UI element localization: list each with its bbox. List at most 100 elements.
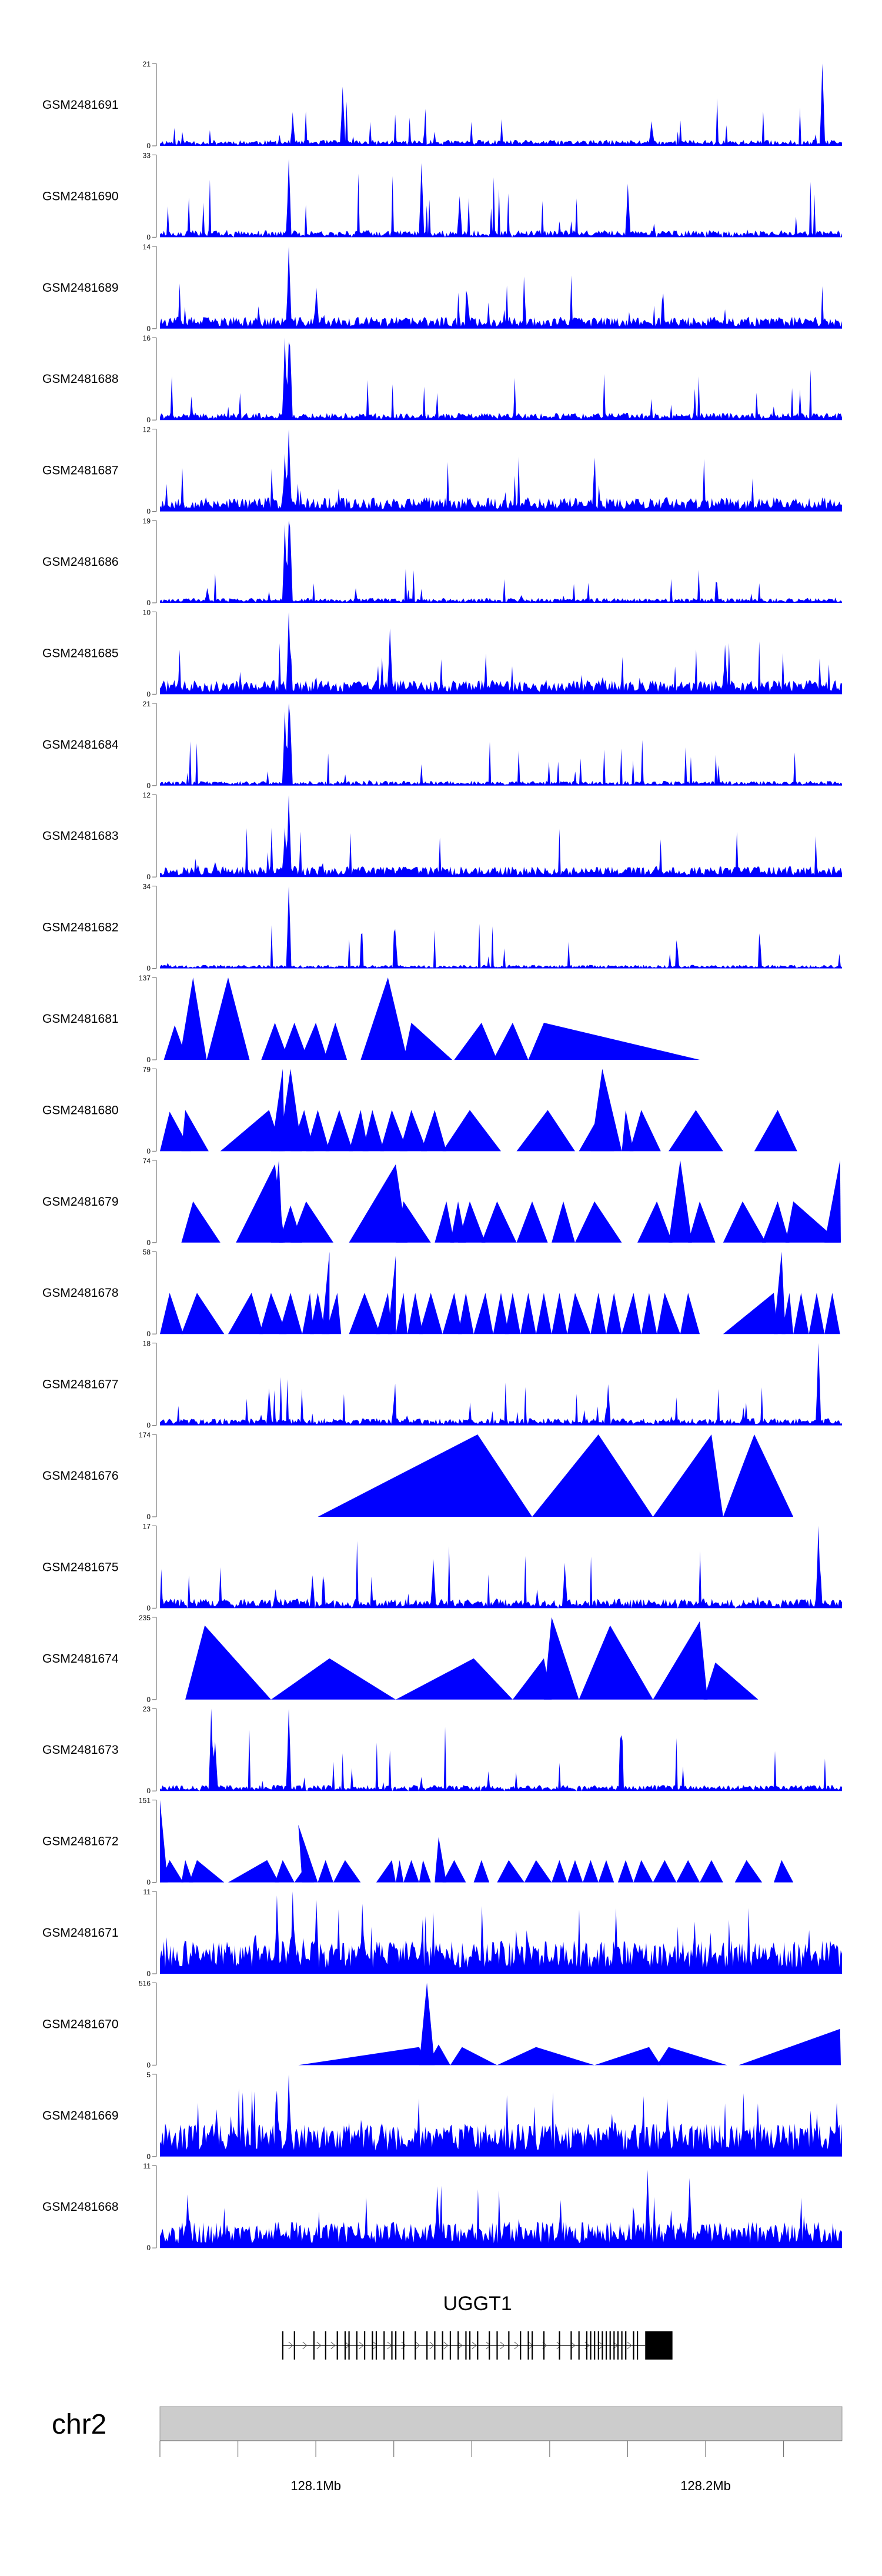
track-label: GSM2481670	[42, 2017, 119, 2031]
coverage-peak	[270, 1160, 283, 1243]
coverage-peak	[653, 1860, 677, 1883]
coverage-peak	[411, 1035, 437, 1060]
coverage-signal	[160, 886, 842, 969]
track-y-axis: 12 0	[143, 426, 157, 516]
coverage-peak	[396, 1201, 431, 1243]
y-axis-max-label: 74	[143, 1157, 151, 1165]
coverage-peak	[497, 2047, 595, 2066]
gene-exon	[621, 2331, 623, 2360]
track-y-axis: 235 0	[139, 1614, 157, 1704]
gene-name-label: UGGT1	[443, 2293, 512, 2315]
coverage-peak	[419, 1293, 443, 1334]
track-label: GSM2481677	[42, 1378, 119, 1392]
track-GSM2481678: GSM2481678 58 0	[42, 1248, 840, 1338]
track-label: GSM2481673	[42, 1743, 119, 1757]
coverage-peak	[590, 1069, 622, 1152]
coverage-peak	[703, 1662, 759, 1700]
coverage-peak	[396, 1293, 407, 1334]
y-axis-min-label: 0	[146, 2061, 151, 2069]
track-label: GSM2481686	[42, 555, 119, 569]
track-y-axis: 12 0	[143, 791, 157, 881]
coverage-peak	[633, 1860, 653, 1883]
coverage-area	[160, 1343, 842, 1426]
track-y-axis: 11 0	[143, 1888, 157, 1978]
track-label: GSM2481672	[42, 1835, 119, 1848]
coverage-peak	[739, 2028, 841, 2066]
coverage-peak	[403, 1860, 419, 1883]
track-y-axis: 19 0	[143, 517, 157, 607]
coverage-peak	[181, 1293, 225, 1334]
track-label: GSM2481669	[42, 2109, 119, 2123]
track-y-axis: 74 0	[143, 1157, 157, 1247]
track-y-axis: 14 0	[143, 243, 157, 333]
coverage-peak	[583, 1860, 599, 1883]
track-label: GSM2481678	[42, 1286, 119, 1300]
y-axis-max-label: 21	[143, 700, 151, 708]
gene-exon	[633, 2331, 634, 2360]
coverage-signal	[160, 246, 842, 329]
y-axis-max-label: 11	[143, 2162, 151, 2170]
y-axis-max-label: 21	[143, 60, 151, 68]
ideogram-band	[159, 2406, 843, 2441]
track-GSM2481689: GSM2481689 14 0	[42, 243, 842, 333]
track-label: GSM2481671	[42, 1926, 119, 1940]
coverage-peak	[419, 1983, 435, 2066]
track-y-axis: 21 0	[143, 60, 157, 150]
coverage-peak	[622, 1293, 642, 1334]
track-label: GSM2481684	[42, 738, 119, 752]
gene-exon	[325, 2331, 326, 2360]
coverage-area	[318, 1434, 794, 1517]
coverage-peak	[606, 1293, 622, 1334]
coverage-peak	[450, 2047, 497, 2066]
chromosome-label: chr2	[52, 2409, 106, 2440]
gene-exon	[372, 2331, 373, 2360]
coverage-peak	[362, 1110, 385, 1152]
gene-exon	[586, 2331, 588, 2360]
y-axis-max-label: 174	[139, 1431, 151, 1439]
coverage-peak	[325, 1293, 342, 1334]
track-label: GSM2481679	[42, 1195, 119, 1209]
coverage-peak	[532, 1434, 653, 1517]
coverage-peak	[774, 1860, 794, 1883]
coverage-area	[160, 520, 842, 603]
coverage-peak	[622, 1110, 634, 1152]
track-GSM2481681: GSM2481681 137 0	[42, 974, 700, 1064]
coverage-signal	[160, 1343, 842, 1426]
coverage-peak	[458, 1201, 486, 1243]
coverage-peak	[473, 1860, 490, 1883]
gene-exon	[403, 2331, 405, 2360]
coverage-peak	[310, 1293, 326, 1334]
gene-exon	[426, 2331, 428, 2360]
y-axis-max-label: 18	[143, 1340, 151, 1348]
coverage-peak	[505, 1293, 521, 1334]
coverage-signal	[160, 703, 842, 786]
coverage-peak	[454, 1023, 497, 1060]
gene-exon	[457, 2331, 459, 2360]
coverage-peak	[528, 1023, 700, 1060]
coverage-peak	[427, 2044, 450, 2066]
gene-exon	[605, 2331, 607, 2360]
coverage-area	[181, 1160, 841, 1243]
coverage-area	[160, 795, 842, 877]
coverage-area	[160, 1891, 842, 1974]
coverage-area	[160, 246, 842, 329]
track-GSM2481683: GSM2481683 12 0	[42, 791, 842, 881]
coverage-peak	[774, 1252, 786, 1334]
gene-exon	[637, 2331, 639, 2360]
track-y-axis: 10 0	[143, 608, 157, 698]
coverage-peak	[298, 1824, 318, 1883]
coverage-area	[160, 1252, 840, 1334]
coverage-peak	[279, 1293, 302, 1334]
track-GSM2481685: GSM2481685 10 0	[42, 608, 842, 698]
y-axis-min-label: 0	[146, 873, 151, 881]
track-GSM2481684: GSM2481684 21 0	[42, 700, 842, 790]
track-GSM2481690: GSM2481690 33 0	[42, 151, 842, 241]
gene-exon	[527, 2331, 529, 2360]
coverage-peak	[333, 1860, 361, 1883]
track-label: GSM2481680	[42, 1103, 119, 1117]
gene-exon	[442, 2331, 443, 2360]
coverage-peak	[181, 1860, 193, 1883]
